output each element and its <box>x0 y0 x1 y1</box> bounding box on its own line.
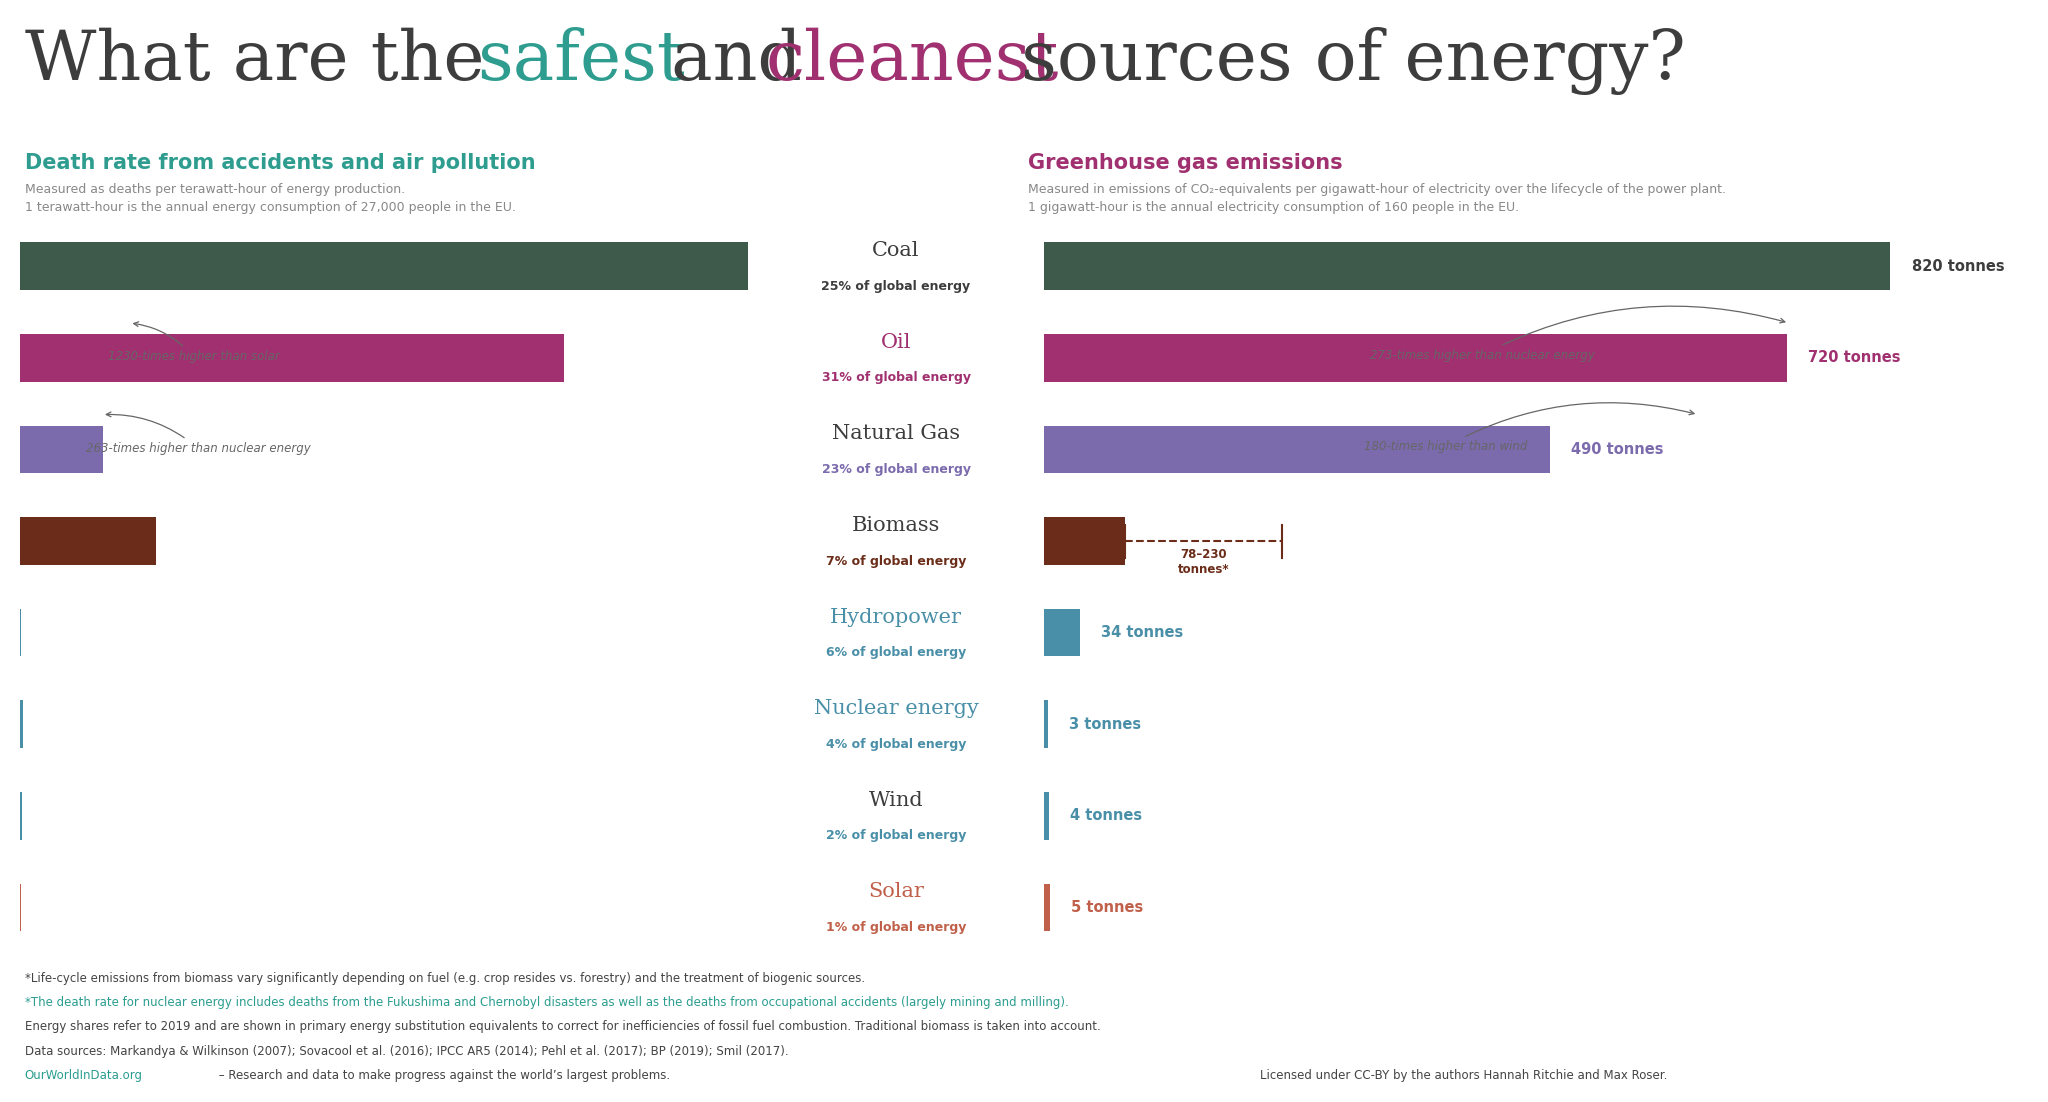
Text: 820 tonnes: 820 tonnes <box>1911 259 2005 273</box>
Text: What are the: What are the <box>25 28 506 94</box>
Bar <box>20 425 102 473</box>
Text: 1% of global energy: 1% of global energy <box>825 921 967 934</box>
Text: – Research and data to make progress against the world’s largest problems.: – Research and data to make progress aga… <box>215 1069 670 1082</box>
Text: 4 tonnes: 4 tonnes <box>1069 809 1143 823</box>
Text: Nuclear energy: Nuclear energy <box>813 699 979 719</box>
Text: Data sources: Markandya & Wilkinson (2007); Sovacool et al. (2016); IPCC AR5 (20: Data sources: Markandya & Wilkinson (200… <box>25 1045 788 1058</box>
Text: 34 tonnes: 34 tonnes <box>1100 625 1184 640</box>
Text: 25% of global energy: 25% of global energy <box>821 280 971 293</box>
Text: safest: safest <box>477 28 684 94</box>
Text: Oil: Oil <box>881 333 911 352</box>
Text: Measured as deaths per terawatt-hour of energy production.: Measured as deaths per terawatt-hour of … <box>25 183 406 196</box>
Text: 31% of global energy: 31% of global energy <box>821 371 971 385</box>
Text: 2% of global energy: 2% of global energy <box>825 830 967 842</box>
Text: *Life-cycle emissions from biomass vary significantly depending on fuel (e.g. cr: *Life-cycle emissions from biomass vary … <box>25 972 864 985</box>
Bar <box>20 334 565 381</box>
Text: Measured in emissions of CO₂-equivalents per gigawatt-hour of electricity over t: Measured in emissions of CO₂-equivalents… <box>1028 183 1726 196</box>
Text: 273-times higher than nuclear energy: 273-times higher than nuclear energy <box>1370 306 1786 361</box>
Text: Biomass: Biomass <box>852 516 940 534</box>
Text: 1230-times higher than solar: 1230-times higher than solar <box>109 322 279 364</box>
Bar <box>20 517 156 565</box>
Text: OurWorldInData.org: OurWorldInData.org <box>25 1069 143 1082</box>
Text: Our World: Our World <box>1849 45 1960 65</box>
Text: 5 tonnes: 5 tonnes <box>1071 900 1143 915</box>
Text: 180-times higher than wind: 180-times higher than wind <box>1364 402 1694 453</box>
Bar <box>1044 884 1051 931</box>
Text: Greenhouse gas emissions: Greenhouse gas emissions <box>1028 153 1343 173</box>
Text: 4% of global energy: 4% of global energy <box>825 738 967 750</box>
Text: Licensed under CC-BY by the authors Hannah Ritchie and Max Roser.: Licensed under CC-BY by the authors Hann… <box>1260 1069 1667 1082</box>
Text: Wind: Wind <box>868 791 924 810</box>
Bar <box>20 701 23 748</box>
Bar <box>1044 701 1049 748</box>
Bar <box>1044 425 1550 473</box>
Text: sources of energy?: sources of energy? <box>999 26 1686 95</box>
Text: Coal: Coal <box>872 241 920 260</box>
Text: 6% of global energy: 6% of global energy <box>825 646 967 659</box>
Text: 490 tonnes: 490 tonnes <box>1571 442 1663 457</box>
Text: Death rate from accidents and air pollution: Death rate from accidents and air pollut… <box>25 153 535 173</box>
Bar <box>20 242 748 290</box>
Text: Natural Gas: Natural Gas <box>831 424 961 443</box>
Text: Energy shares refer to 2019 and are shown in primary energy substitution equival: Energy shares refer to 2019 and are show… <box>25 1020 1100 1034</box>
Text: 7% of global energy: 7% of global energy <box>825 554 967 568</box>
Text: Solar: Solar <box>868 883 924 901</box>
Text: cleanest: cleanest <box>766 28 1059 94</box>
Text: in Data: in Data <box>1866 85 1944 104</box>
Text: Hydropower: Hydropower <box>829 607 963 627</box>
Text: 1 gigawatt-hour is the annual electricity consumption of 160 people in the EU.: 1 gigawatt-hour is the annual electricit… <box>1028 201 1520 214</box>
Text: 23% of global energy: 23% of global energy <box>821 463 971 476</box>
Bar <box>1044 792 1049 840</box>
Text: 78–230
tonnes*: 78–230 tonnes* <box>1178 548 1229 576</box>
Text: 720 tonnes: 720 tonnes <box>1808 350 1901 365</box>
Text: 1 terawatt-hour is the annual energy consumption of 27,000 people in the EU.: 1 terawatt-hour is the annual energy con… <box>25 201 516 214</box>
Text: *The death rate for nuclear energy includes deaths from the Fukushima and Cherno: *The death rate for nuclear energy inclu… <box>25 996 1069 1009</box>
Text: and: and <box>649 28 823 94</box>
Bar <box>1044 242 1890 290</box>
Bar <box>1044 334 1788 381</box>
Bar <box>1044 517 1124 565</box>
Bar <box>1044 608 1079 657</box>
Text: 3 tonnes: 3 tonnes <box>1069 716 1141 732</box>
Text: 263-times higher than nuclear energy: 263-times higher than nuclear energy <box>86 412 311 455</box>
